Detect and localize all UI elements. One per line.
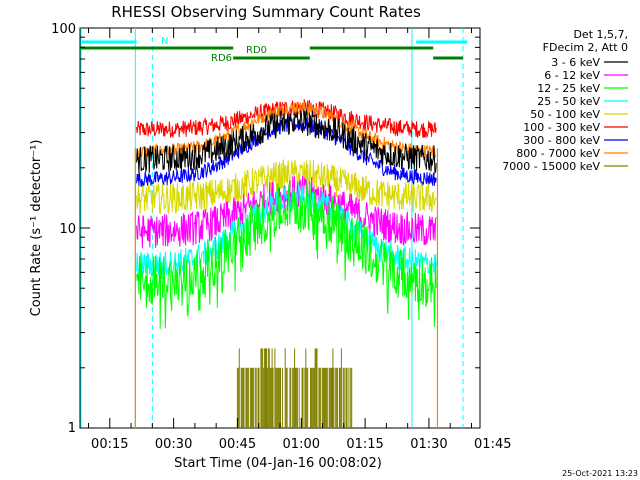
legend-label: 300 - 800 keV [523,134,600,147]
y-tick-label-100: 100 [51,22,76,37]
x-tick-label: 00:45 [219,437,256,452]
legend-label: 3 - 6 keV [551,56,600,69]
annotation-layer: N RD0 RD6 [80,36,468,64]
legend-label: 12 - 25 keV [537,82,600,95]
series-50-100-kev [136,158,437,215]
x-tick-label: 01:45 [474,437,511,452]
series-layer [136,99,437,428]
series-3-6-kev [136,108,437,175]
background-lines [80,28,464,428]
legend-label: 25 - 50 keV [537,95,600,108]
series-25-50-kev [136,183,437,279]
chart-title: RHESSI Observing Summary Count Rates [111,3,421,21]
legend-label: 7000 - 15000 keV [502,160,600,173]
rd6-label: RD6 [211,53,232,64]
x-tick-label: 00:15 [91,437,128,452]
series-800-7000-kev [136,101,437,159]
y-tick-label-1: 1 [68,421,76,436]
x-tick-label: 00:30 [155,437,192,452]
x-tick-label: 01:30 [410,437,447,452]
x-tick-label: 01:15 [346,437,383,452]
rd0-label: RD0 [246,45,267,56]
legend-label: 800 - 7000 keV [516,147,600,160]
timestamp: 25-Oct-2021 13:23 [562,469,638,478]
series-12-25-kev [136,181,437,329]
series-7000-15000-kev [236,348,353,428]
x-tick-labels: 00:15 00:30 00:45 01:00 01:15 01:30 01:45 [91,437,511,452]
night-label: N [161,36,168,47]
x-axis-title: Start Time (04-Jan-16 00:08:02) [174,456,382,471]
y-tick-label-10: 10 [59,222,76,237]
legend-header-line-1: Det 1,5,7, [573,28,628,41]
legend-header-line-2: FDecim 2, Att 0 [543,41,628,54]
y-axis-title: Count Rate (s⁻¹ detector⁻¹) [29,140,44,317]
legend-label: 50 - 100 keV [530,108,600,121]
legend-label: 100 - 300 keV [523,121,600,134]
legend-label: 6 - 12 keV [544,69,600,82]
tick-layer [80,28,480,429]
x-tick-label: 01:00 [283,437,320,452]
series-100-300-kev [136,99,437,139]
